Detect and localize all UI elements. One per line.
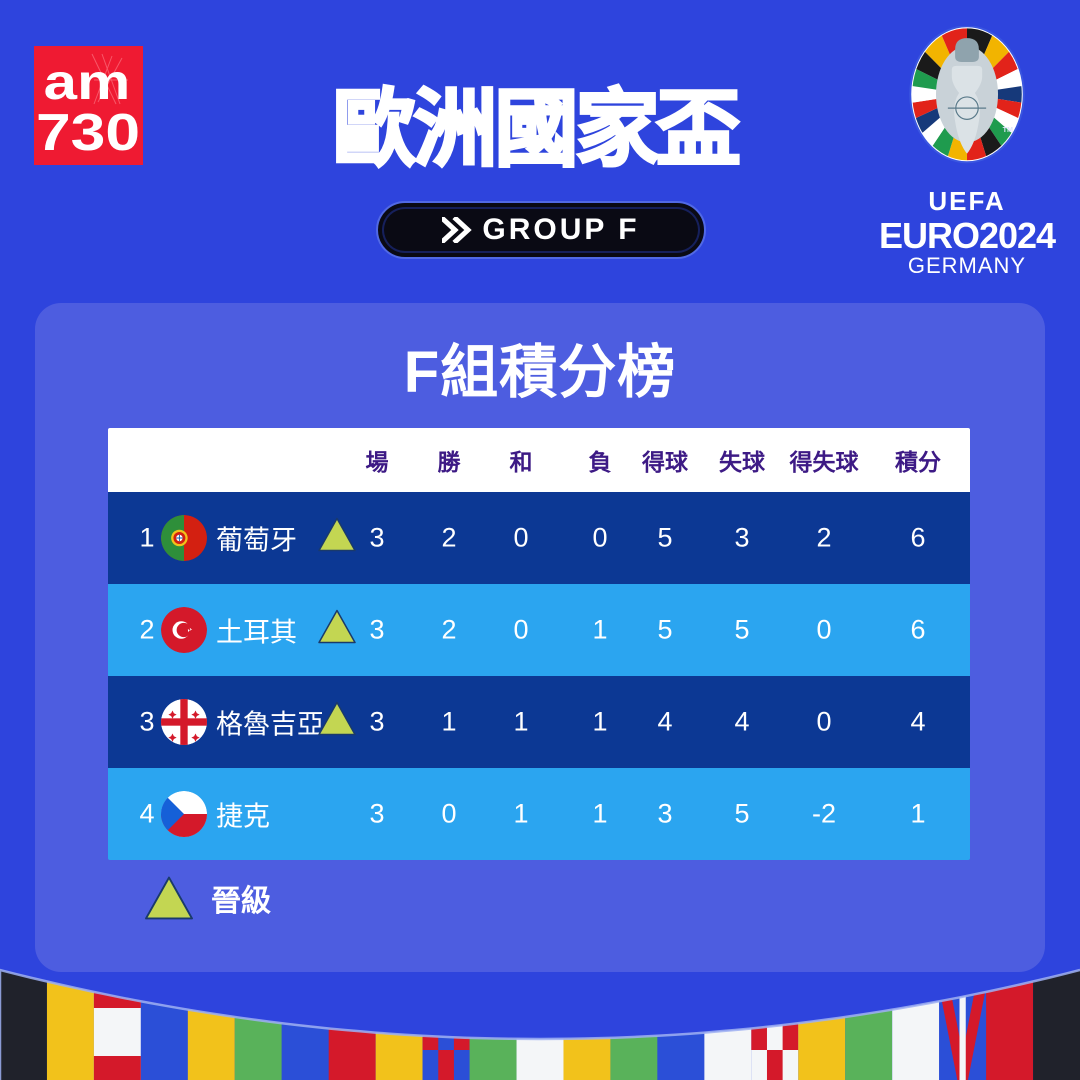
- svg-text:am: am: [44, 54, 131, 110]
- svg-text:TM: TM: [1003, 125, 1013, 134]
- svg-text:730: 730: [36, 104, 140, 162]
